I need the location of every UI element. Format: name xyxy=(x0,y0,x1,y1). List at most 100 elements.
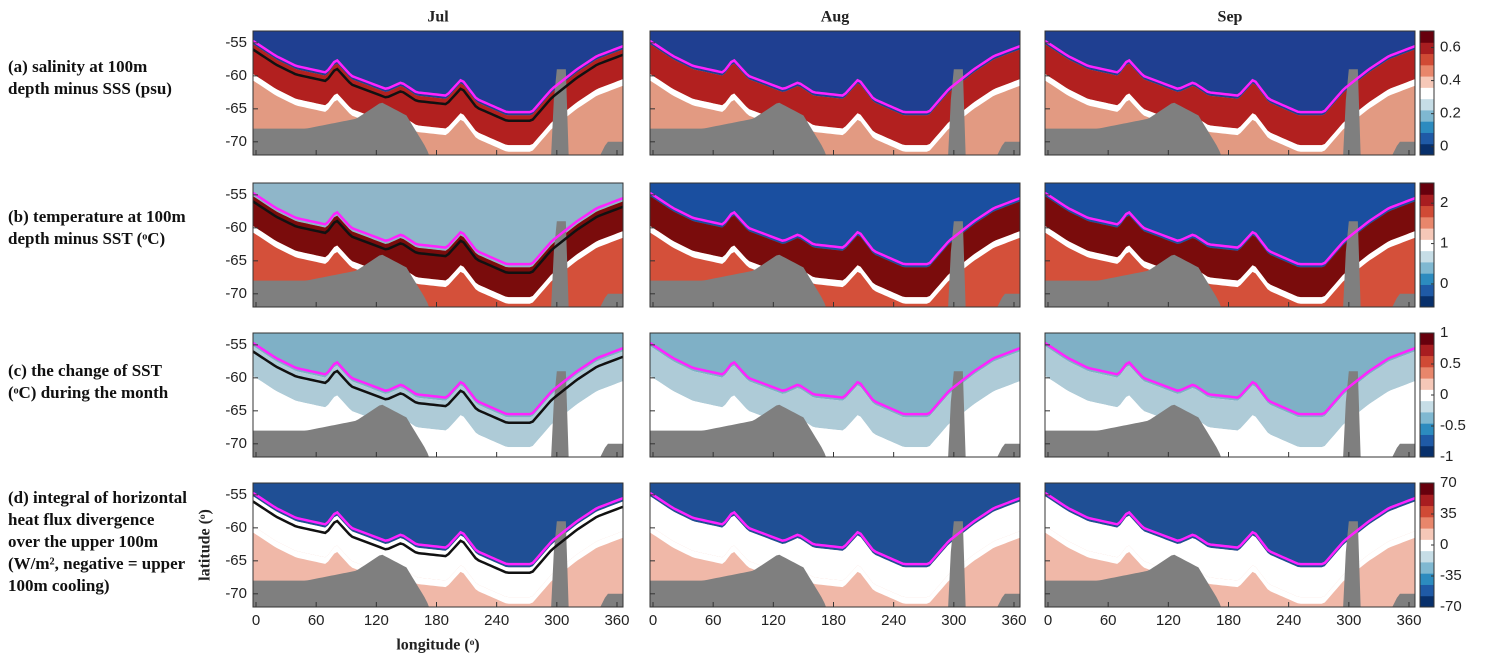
front-line-magenta xyxy=(650,491,1020,566)
panel-frame xyxy=(1044,332,1416,458)
y-tick-label: -65 xyxy=(225,402,247,419)
colorbar-tick-label: 0 xyxy=(1440,138,1448,155)
colorbar-swatch xyxy=(1420,561,1434,574)
field-north xyxy=(650,333,1020,418)
colorbar-swatch xyxy=(1420,400,1434,413)
panel-frame xyxy=(649,182,1021,308)
map-panel xyxy=(650,483,1020,607)
colorbar-tick-label: 35 xyxy=(1440,505,1457,522)
field-north xyxy=(1045,31,1415,116)
colorbar-tick-label: -35 xyxy=(1440,567,1462,584)
field-north xyxy=(253,31,623,116)
colorbar-tick-label: -1 xyxy=(1440,448,1453,465)
x-tick-label: 0 xyxy=(1044,612,1052,629)
x-tick-label: 240 xyxy=(881,612,906,629)
colorbar-swatch xyxy=(1420,389,1434,402)
colorbar-swatch xyxy=(1420,344,1434,357)
field-band xyxy=(650,44,1020,146)
map-panel xyxy=(253,333,623,457)
colorbar-swatch xyxy=(1420,87,1434,100)
field-band xyxy=(1045,496,1415,598)
x-tick-label: 360 xyxy=(1001,612,1026,629)
colorbar-swatch xyxy=(1420,295,1434,308)
colorbar-swatch xyxy=(1420,494,1434,507)
colorbar-tick-label: -0.5 xyxy=(1440,417,1466,434)
colorbar-swatch xyxy=(1420,205,1434,218)
y-tick-label: -65 xyxy=(225,252,247,269)
colorbar-swatch xyxy=(1420,216,1434,229)
x-tick-label: 300 xyxy=(544,612,569,629)
colorbar-tick-label: 1 xyxy=(1440,324,1448,341)
y-tick-label: -70 xyxy=(225,285,247,302)
field-north xyxy=(253,483,623,568)
map-panel xyxy=(1045,483,1415,607)
x-tick-label: 300 xyxy=(941,612,966,629)
colorbar-swatch xyxy=(1420,121,1434,133)
front-line-magenta xyxy=(650,39,1020,114)
colorbar-swatch xyxy=(1420,584,1434,597)
panel-frame xyxy=(252,30,624,156)
row-label: (c) the change of SST (ᵒC) during the mo… xyxy=(8,361,169,402)
colorbar-tick-label: 1 xyxy=(1440,235,1448,252)
colorbar-swatch xyxy=(1420,423,1434,435)
land xyxy=(1045,521,1415,607)
x-tick-label: 180 xyxy=(424,612,449,629)
colorbar-swatch xyxy=(1420,143,1434,156)
x-tick-label: 60 xyxy=(705,612,722,629)
colorbar-swatch xyxy=(1420,516,1434,529)
front-line-magenta xyxy=(253,341,623,416)
field-band xyxy=(650,346,1020,448)
y-tick-label: -55 xyxy=(225,34,247,51)
colorbar-swatch xyxy=(1420,573,1434,585)
land xyxy=(1045,69,1415,155)
colorbar-swatch xyxy=(1420,228,1434,240)
map-panel xyxy=(1045,31,1415,155)
colorbar-swatch xyxy=(1420,505,1434,518)
field-band xyxy=(650,196,1020,298)
field-band xyxy=(1045,196,1415,298)
colorbar-swatch xyxy=(1420,445,1434,458)
x-tick-label: 240 xyxy=(1276,612,1301,629)
x-tick-label: 0 xyxy=(649,612,657,629)
colorbar-swatch xyxy=(1420,333,1434,345)
panel-frame xyxy=(649,332,1021,458)
land xyxy=(253,221,623,307)
front-line-magenta xyxy=(1045,341,1415,416)
field-north xyxy=(1045,333,1415,418)
colorbar-swatch xyxy=(1420,483,1434,495)
colorbar-swatch xyxy=(1420,284,1434,297)
colorbar-swatch xyxy=(1420,31,1434,43)
land xyxy=(1045,221,1415,307)
land xyxy=(1045,371,1415,457)
x-tick-label: 120 xyxy=(1156,612,1181,629)
x-tick-label: 360 xyxy=(1396,612,1421,629)
row-label: (b) temperature at 100m depth minus SST … xyxy=(8,207,186,248)
front-line-black xyxy=(253,500,623,574)
map-panel xyxy=(253,483,623,607)
map-panel xyxy=(1045,333,1415,457)
field-north xyxy=(1045,483,1415,568)
colorbar-tick-label: 2 xyxy=(1440,194,1448,211)
panel-frame xyxy=(1044,30,1416,156)
front-line-black xyxy=(253,48,623,122)
front-line-magenta xyxy=(1045,491,1415,566)
field-band xyxy=(1045,346,1415,448)
front-line-magenta xyxy=(253,491,623,566)
field-north xyxy=(1045,183,1415,268)
colorbar-swatch xyxy=(1420,528,1434,540)
column-title: Aug xyxy=(821,9,849,26)
colorbar-swatch xyxy=(1420,239,1434,252)
y-tick-label: -60 xyxy=(225,219,247,236)
x-tick-label: 180 xyxy=(821,612,846,629)
x-tick-label: 300 xyxy=(1336,612,1361,629)
x-tick-label: 0 xyxy=(252,612,260,629)
field-north xyxy=(253,333,623,418)
colorbar-frame xyxy=(1419,30,1435,156)
map-panel xyxy=(650,333,1020,457)
y-tick-label: -60 xyxy=(225,369,247,386)
panel-frame xyxy=(1044,182,1416,308)
field-north xyxy=(253,183,623,268)
row-label: (a) salinity at 100m depth minus SSS (ps… xyxy=(8,57,172,98)
map-panel xyxy=(253,183,623,307)
